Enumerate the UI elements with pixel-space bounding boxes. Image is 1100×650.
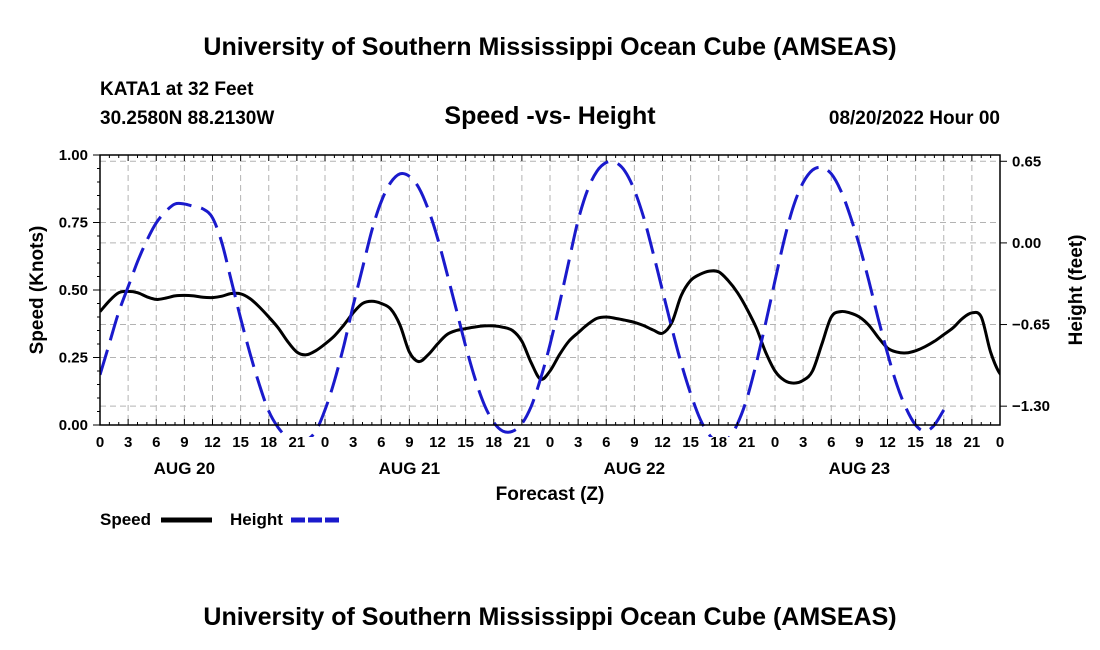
x-tick-label: 15 <box>232 434 249 451</box>
x-tick-label: 9 <box>630 434 638 451</box>
x-tick-label: 18 <box>485 434 502 451</box>
legend-speed-label: Speed <box>100 510 151 529</box>
x-tick-label: 3 <box>349 434 357 451</box>
x-tick-label: 6 <box>827 434 835 451</box>
y-left-tick-label: 0.00 <box>59 417 88 434</box>
x-tick-label: 0 <box>321 434 329 451</box>
chart-subtitle: Speed -vs- Height <box>444 102 656 130</box>
y-right-tick-label: 0.00 <box>1012 235 1041 252</box>
x-tick-label: 6 <box>152 434 160 451</box>
x-tick-label: 12 <box>879 434 896 451</box>
y-right-tick-label: −1.30 <box>1012 398 1050 415</box>
x-tick-label: 21 <box>739 434 756 451</box>
day-label: AUG 23 <box>829 459 890 478</box>
y-left-tick-label: 0.75 <box>59 215 88 232</box>
height-series-line <box>100 159 946 437</box>
x-tick-label: 15 <box>907 434 924 451</box>
x-tick-label: 3 <box>574 434 582 451</box>
x-tick-label: 15 <box>457 434 474 451</box>
day-label: AUG 22 <box>604 459 665 478</box>
right-axis-title: Height (feet) <box>1066 235 1087 346</box>
coordinates-label: 30.2580N 88.2130W <box>100 108 274 129</box>
x-tick-label: 3 <box>124 434 132 451</box>
x-tick-label: 6 <box>602 434 610 451</box>
footer-title: University of Southern Mississippi Ocean… <box>203 603 896 631</box>
x-tick-label: 21 <box>514 434 531 451</box>
x-tick-label: 9 <box>405 434 413 451</box>
x-tick-label: 18 <box>710 434 727 451</box>
speed-series-line <box>100 269 1000 385</box>
x-tick-label: 0 <box>96 434 104 451</box>
x-tick-label: 21 <box>964 434 981 451</box>
left-axis-title: Speed (Knots) <box>27 226 48 355</box>
legend-height-label: Height <box>230 510 283 529</box>
x-tick-label: 18 <box>260 434 277 451</box>
main-title: University of Southern Mississippi Ocean… <box>203 33 896 61</box>
x-tick-label: 15 <box>682 434 699 451</box>
legend: Speed Height <box>100 510 342 529</box>
y-right-tick-label: 0.65 <box>1012 153 1041 170</box>
x-tick-label: 9 <box>855 434 863 451</box>
x-tick-label: 3 <box>799 434 807 451</box>
x-tick-label: 9 <box>180 434 188 451</box>
y-left-tick-label: 0.25 <box>59 350 88 367</box>
x-tick-label: 6 <box>377 434 385 451</box>
y-left-tick-label: 0.50 <box>59 282 88 299</box>
x-tick-label: 0 <box>996 434 1004 451</box>
day-label: AUG 21 <box>379 459 440 478</box>
axes: 0 3 6 9 12 15 18 21 0 3 6 9 12 15 18 21 0 3 6 9 12 15 18 21 0 3 6 9… <box>59 147 1050 478</box>
x-tick-label: 12 <box>429 434 446 451</box>
y-right-tick-label: −0.65 <box>1012 317 1050 334</box>
forecast-date: 08/20/2022 Hour 00 <box>829 108 1000 129</box>
station-label: KATA1 at 32 Feet <box>100 79 254 100</box>
x-tick-label: 0 <box>546 434 554 451</box>
day-label: AUG 20 <box>154 459 215 478</box>
x-tick-label: 18 <box>935 434 952 451</box>
grid <box>100 155 1000 425</box>
x-axis-title: Forecast (Z) <box>496 484 605 505</box>
x-tick-label: 12 <box>204 434 221 451</box>
x-tick-label: 0 <box>771 434 779 451</box>
y-left-tick-label: 1.00 <box>59 147 88 164</box>
x-tick-label: 12 <box>654 434 671 451</box>
x-tick-label: 21 <box>289 434 306 451</box>
series <box>100 159 1000 437</box>
